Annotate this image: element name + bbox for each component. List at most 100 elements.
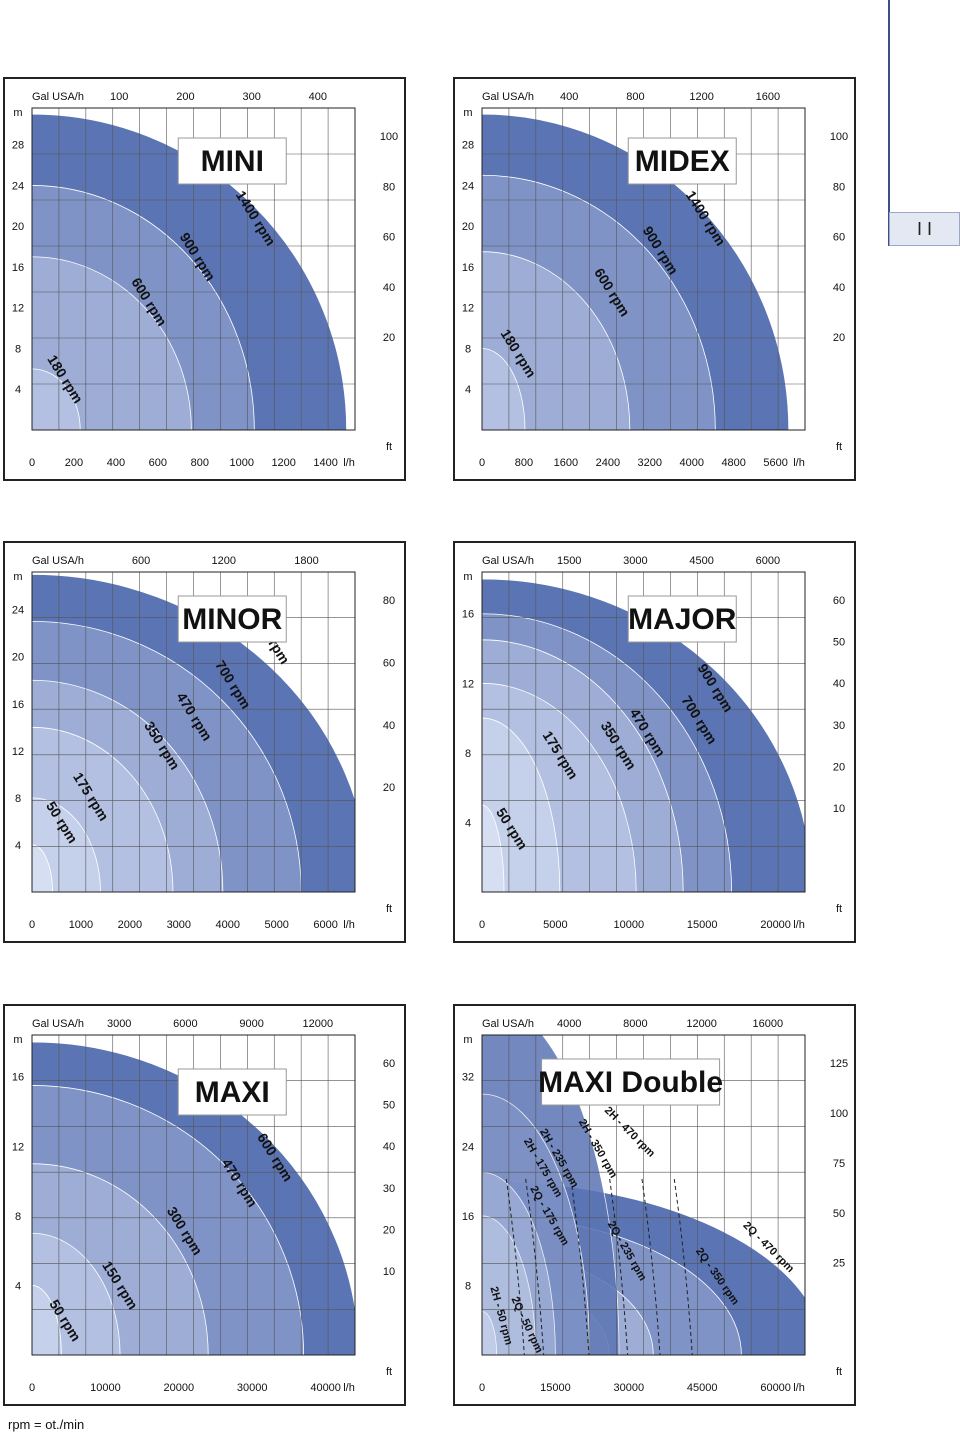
top-tick-label: 3000 [107, 1018, 131, 1030]
right-tick-label: 100 [830, 131, 848, 143]
bottom-tick-label: 0 [29, 919, 35, 931]
bottom-tick-label: 3000 [167, 919, 191, 931]
top-tick-label: 12000 [686, 1018, 717, 1030]
right-tick-label: 50 [833, 637, 845, 649]
bottom-tick-label: 1000 [229, 457, 253, 469]
right-tick-label: 20 [383, 1224, 395, 1236]
chart-title: MAXI [195, 1076, 270, 1109]
chart-title: MAXI Double [538, 1066, 723, 1099]
curve-band [482, 251, 631, 430]
right-tick-label: 40 [833, 678, 845, 690]
dashed-curve [505, 1178, 525, 1356]
left-tick-label: 16 [12, 262, 24, 274]
right-unit-label: ft [386, 441, 392, 453]
right-tick-label: 20 [383, 332, 395, 344]
plot-border [31, 107, 356, 431]
left-unit-label: m [13, 107, 22, 119]
top-tick-label: 12000 [303, 1018, 334, 1030]
right-tick-label: 30 [833, 720, 845, 732]
dashed-curve [609, 1178, 629, 1356]
title-frame [627, 137, 737, 185]
bottom-tick-label: 0 [479, 457, 485, 469]
left-tick-label: 12 [462, 303, 474, 315]
top-tick-label: 9000 [239, 1018, 263, 1030]
left-tick-label: 4 [465, 817, 471, 829]
bottom-tick-label: 800 [515, 457, 533, 469]
top-tick-label: 1200 [212, 555, 236, 567]
right-tick-label: 75 [833, 1158, 845, 1170]
top-tick-label: 400 [309, 91, 327, 103]
bottom-tick-label: 2400 [596, 457, 620, 469]
bottom-tick-label: 15000 [687, 919, 718, 931]
top-unit-label: Gal USA/h [482, 555, 534, 567]
right-tick-label: 25 [833, 1258, 845, 1270]
left-tick-label: 8 [465, 343, 471, 355]
dashed-curve [525, 1178, 545, 1356]
curve-bands [32, 113, 348, 430]
top-unit-label: Gal USA/h [482, 1018, 534, 1030]
left-tick-label: 4 [15, 1280, 21, 1292]
left-tick-label: 8 [15, 1211, 21, 1223]
section-tab: I I [889, 212, 960, 246]
bottom-unit-label: l/h [343, 919, 355, 931]
plot-border [481, 1034, 806, 1356]
top-tick-label: 200 [176, 91, 194, 103]
left-tick-label: 16 [462, 609, 474, 621]
top-tick-label: 400 [560, 91, 578, 103]
right-unit-label: ft [386, 903, 392, 915]
right-unit-label: ft [386, 1366, 392, 1378]
bottom-unit-label: l/h [793, 919, 805, 931]
bottom-tick-label: 1200 [271, 457, 295, 469]
bottom-tick-label: 10000 [614, 919, 645, 931]
title-frame [177, 1068, 287, 1116]
right-tick-label: 80 [833, 181, 845, 193]
dashed-curve [641, 1178, 661, 1356]
left-tick-label: 8 [15, 343, 21, 355]
left-tick-label: 20 [12, 221, 24, 233]
left-unit-label: m [463, 571, 472, 583]
bottom-tick-label: 1600 [554, 457, 578, 469]
chart-title-box: MINOR [177, 595, 287, 643]
left-tick-label: 24 [462, 180, 474, 192]
bottom-tick-label: 4800 [721, 457, 745, 469]
top-tick-label: 800 [626, 91, 644, 103]
bottom-tick-label: 40000 [310, 1382, 341, 1394]
bottom-tick-label: 800 [191, 457, 209, 469]
left-tick-label: 8 [465, 748, 471, 760]
curve-band [482, 348, 526, 430]
bottom-tick-label: 20000 [164, 1382, 195, 1394]
left-tick-label: 28 [462, 140, 474, 152]
plot-border [31, 571, 356, 893]
right-unit-label: ft [836, 1366, 842, 1378]
right-tick-label: 50 [383, 1100, 395, 1112]
right-tick-label: 60 [833, 595, 845, 607]
top-tick-label: 600 [132, 555, 150, 567]
bottom-unit-label: l/h [343, 1382, 355, 1394]
left-unit-label: m [13, 571, 22, 583]
bottom-tick-label: 5000 [264, 919, 288, 931]
curve-band [32, 256, 192, 430]
bottom-tick-label: 5600 [763, 457, 787, 469]
right-tick-label: 20 [833, 761, 845, 773]
chart-title: MINOR [182, 603, 282, 636]
top-tick-label: 4000 [557, 1018, 581, 1030]
right-tick-label: 10 [833, 803, 845, 815]
top-tick-label: 1500 [557, 555, 581, 567]
right-tick-label: 80 [383, 595, 395, 607]
left-tick-label: 16 [12, 699, 24, 711]
right-tick-label: 40 [833, 282, 845, 294]
bottom-tick-label: 5000 [543, 919, 567, 931]
top-tick-label: 1200 [689, 91, 713, 103]
plot-border [481, 107, 806, 431]
bottom-tick-label: 4000 [216, 919, 240, 931]
right-tick-label: 20 [383, 782, 395, 794]
